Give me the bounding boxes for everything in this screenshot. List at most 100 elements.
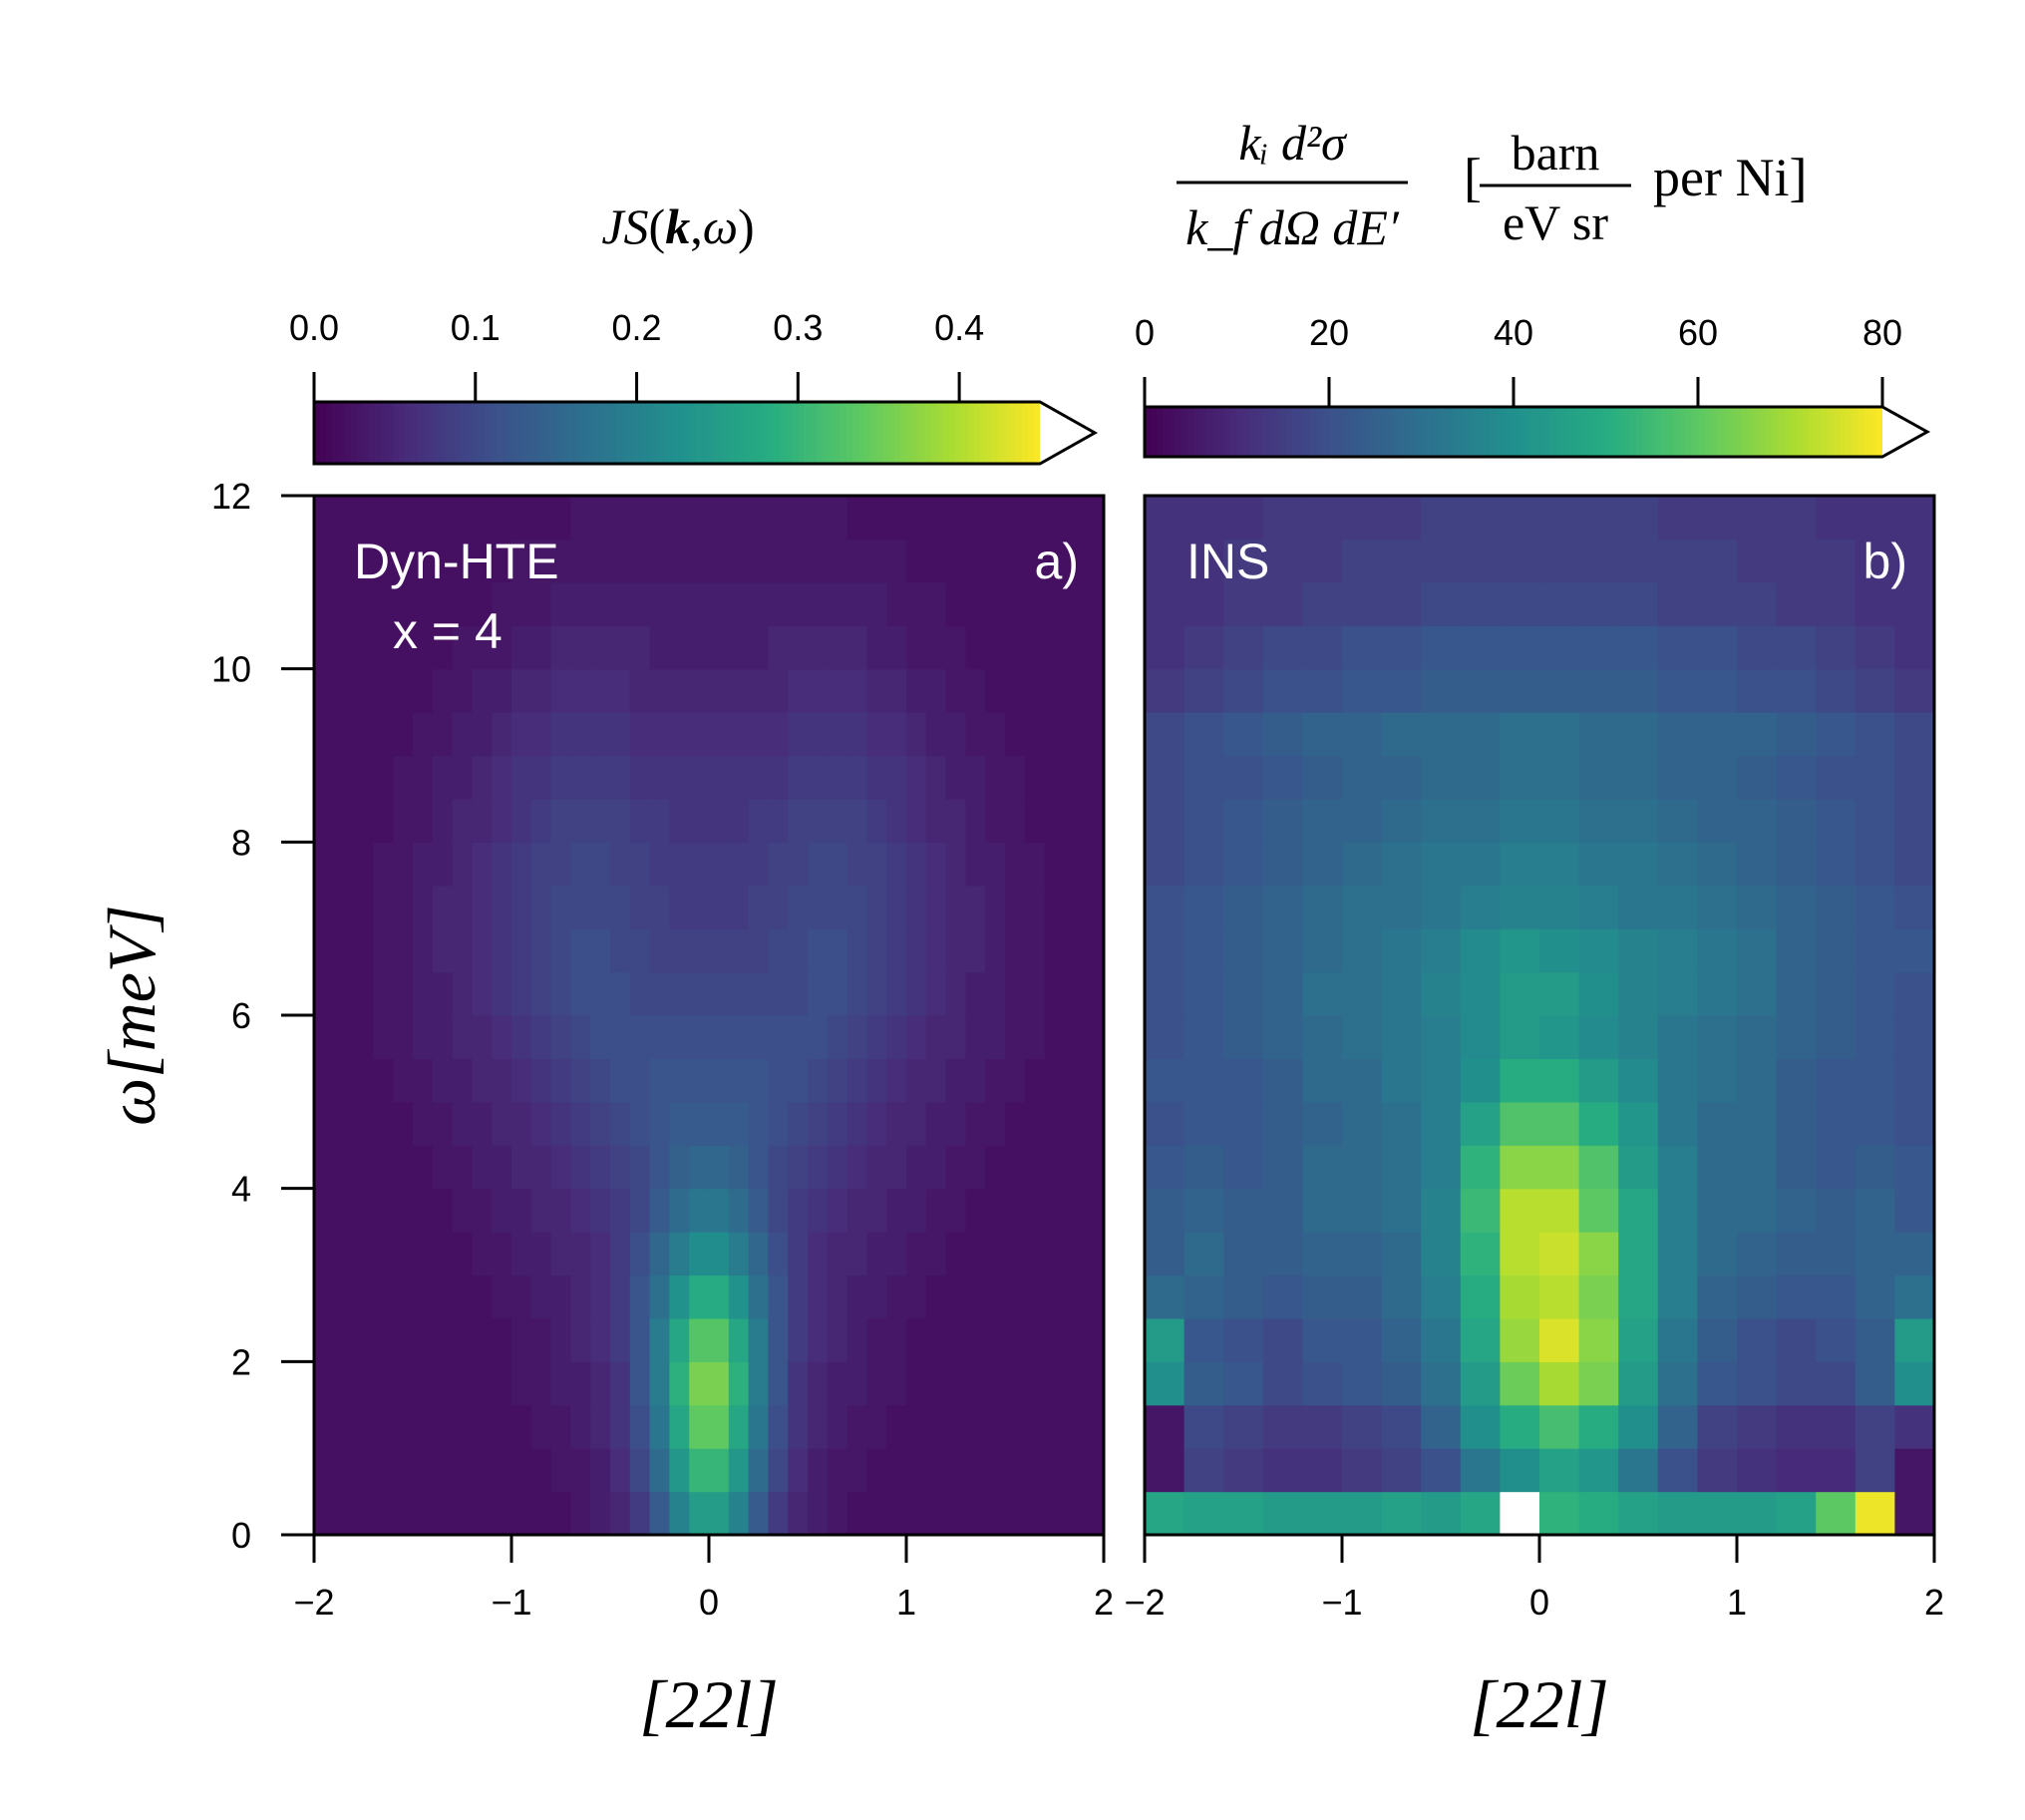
heatmap-a-cell xyxy=(906,1188,927,1233)
heatmap-a-cell xyxy=(669,1448,690,1493)
heatmap-b-cell xyxy=(1539,1188,1580,1233)
heatmap-a-cell xyxy=(472,1058,493,1103)
heatmap-a-cell xyxy=(728,668,750,713)
heatmap-a-cell xyxy=(1005,1491,1026,1536)
heatmap-a-cell xyxy=(788,1188,809,1233)
heatmap-b-cell xyxy=(1816,798,1856,843)
heatmap-a-cell xyxy=(1084,1274,1105,1319)
heatmap-a-cell xyxy=(550,1101,571,1146)
heatmap-a-cell xyxy=(1064,1101,1085,1146)
heatmap-b-cell xyxy=(1145,1317,1185,1362)
heatmap-a-cell xyxy=(649,1232,670,1276)
heatmap-a-cell xyxy=(945,1317,966,1362)
heatmap-a-cell xyxy=(333,1448,355,1493)
heatmap-b-cell xyxy=(1894,1317,1935,1362)
heatmap-a-cell xyxy=(314,1491,335,1536)
heatmap-a-cell xyxy=(1064,1404,1085,1449)
heatmap-b-cell xyxy=(1657,1188,1698,1233)
heatmap-a-cell xyxy=(492,581,512,626)
heatmap-b-cell xyxy=(1342,1188,1383,1233)
colorbar-tick-label: 60 xyxy=(1678,312,1718,353)
heatmap-b-cell xyxy=(1223,1058,1264,1103)
colorbar-gradient-segment xyxy=(362,402,370,464)
heatmap-b-cell xyxy=(1657,1101,1698,1146)
heatmap-b-cell xyxy=(1302,798,1343,843)
heatmap-a-cell xyxy=(689,842,710,887)
heatmap-a-cell xyxy=(511,1101,532,1146)
heatmap-a-cell xyxy=(530,1361,552,1406)
heatmap-b-cell xyxy=(1500,1491,1540,1536)
colorbar-gradient-segment xyxy=(1863,407,1871,457)
heatmap-a-cell xyxy=(709,971,730,1016)
heatmap-a-cell xyxy=(965,1188,986,1233)
heatmap-b-cell xyxy=(1421,1361,1462,1406)
heatmap-a-cell xyxy=(1024,539,1046,583)
colorbar-gradient-segment xyxy=(658,402,666,464)
heatmap-b-cell xyxy=(1816,1101,1856,1146)
heatmap-b-cell xyxy=(1460,496,1501,541)
heatmap-b-cell xyxy=(1145,581,1185,626)
colorbar-gradient-segment xyxy=(840,402,847,464)
heatmap-a-cell xyxy=(492,755,512,800)
heatmap-a-cell xyxy=(353,928,374,973)
heatmap-b-cell xyxy=(1262,1404,1303,1449)
heatmap-a-cell xyxy=(1084,798,1105,843)
heatmap-b-cell xyxy=(1776,712,1817,757)
heatmap-a-cell xyxy=(925,885,947,929)
heatmap-a-cell xyxy=(965,1491,986,1536)
colorbar-gradient-segment xyxy=(845,402,853,464)
colorbar-gradient-segment xyxy=(1409,407,1416,457)
heatmap-b-cell xyxy=(1894,496,1935,541)
heatmap-a-cell xyxy=(353,1145,374,1190)
heatmap-a-cell xyxy=(373,539,394,583)
heatmap-a-cell xyxy=(689,1361,710,1406)
heatmap-a-cell xyxy=(452,625,473,670)
heatmap-b-cell xyxy=(1697,842,1738,887)
heatmap-a-cell xyxy=(1084,539,1105,583)
heatmap-b-cell xyxy=(1302,712,1343,757)
colorbar-gradient-segment xyxy=(1187,407,1194,457)
heatmap-a-cell xyxy=(314,755,335,800)
heatmap-a-cell xyxy=(610,1404,631,1449)
heatmap-b-cell xyxy=(1500,1404,1540,1449)
heatmap-b-cell xyxy=(1223,1491,1264,1536)
heatmap-ins xyxy=(1145,496,1935,1536)
colorbar-gradient-segment xyxy=(1654,407,1662,457)
heatmap-a-cell xyxy=(333,1145,355,1190)
heatmap-b-cell xyxy=(1855,1232,1895,1276)
colorbar-gradient-segment xyxy=(1648,407,1656,457)
heatmap-a-cell xyxy=(610,971,631,1016)
heatmap-a-cell xyxy=(906,1015,927,1060)
heatmap-b-cell xyxy=(1855,625,1895,670)
heatmap-b-cell xyxy=(1578,1361,1619,1406)
heatmap-a-cell xyxy=(1005,625,1026,670)
heatmap-a-cell xyxy=(649,885,670,929)
heatmap-a-cell xyxy=(1005,1015,1026,1060)
heatmap-a-cell xyxy=(985,885,1006,929)
heatmap-a-cell xyxy=(689,1188,710,1233)
colorbar-gradient-segment xyxy=(519,402,526,464)
heatmap-a-cell xyxy=(669,798,690,843)
heatmap-b-cell xyxy=(1145,1188,1185,1233)
heatmap-a-cell xyxy=(1024,625,1046,670)
colorbar-gradient-segment xyxy=(1470,407,1478,457)
colorbar-gradient-segment xyxy=(1691,407,1699,457)
heatmap-b-cell xyxy=(1539,1404,1580,1449)
heatmap-a-cell xyxy=(492,1145,512,1190)
heatmap-a-cell xyxy=(965,928,986,973)
colorbar-tick-label: 0.0 xyxy=(289,307,339,348)
heatmap-b-cell xyxy=(1183,712,1224,757)
heatmap-a-cell xyxy=(353,842,374,887)
heatmap-a-cell xyxy=(965,971,986,1016)
heatmap-b-cell xyxy=(1618,1448,1659,1493)
y-tick-label: 10 xyxy=(211,649,251,690)
heatmap-a-cell xyxy=(1024,1232,1046,1276)
heatmap-a-cell xyxy=(570,1015,591,1060)
heatmap-a-cell xyxy=(413,712,434,757)
heatmap-b-cell xyxy=(1894,625,1935,670)
heatmap-a-cell xyxy=(1064,625,1085,670)
heatmap-a-cell xyxy=(353,1015,374,1060)
heatmap-a-cell xyxy=(353,1361,374,1406)
heatmap-a-cell xyxy=(570,1058,591,1103)
heatmap-a-cell xyxy=(590,1145,611,1190)
